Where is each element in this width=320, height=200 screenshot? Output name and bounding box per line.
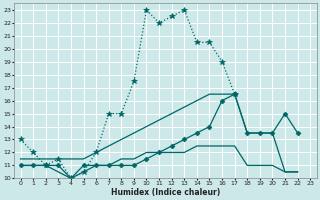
- X-axis label: Humidex (Indice chaleur): Humidex (Indice chaleur): [111, 188, 220, 197]
